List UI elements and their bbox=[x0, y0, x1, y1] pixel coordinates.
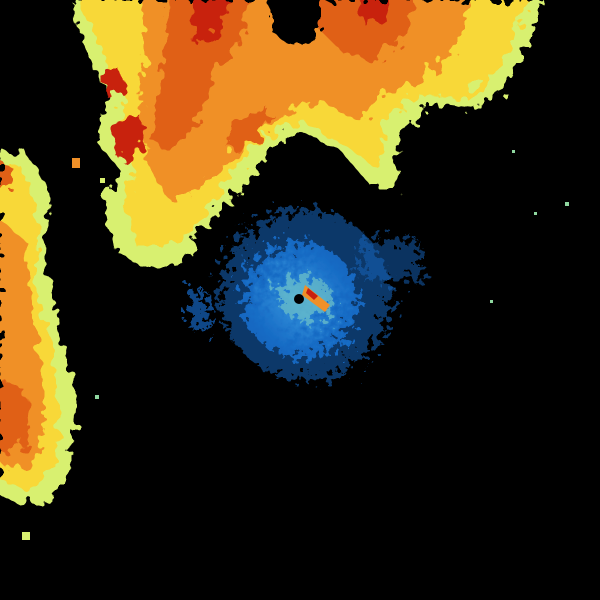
storm-band-north-red bbox=[100, 0, 390, 160]
scattered-echoes bbox=[22, 150, 569, 540]
radar-site-marker bbox=[294, 294, 304, 304]
storm-band-north-dark-orange bbox=[150, 0, 420, 150]
storm-band-north bbox=[70, 0, 545, 270]
clear-air-echo-inner bbox=[277, 276, 333, 320]
storm-band-west bbox=[0, 150, 75, 505]
clear-gap bbox=[270, 0, 320, 45]
storm-band-west-dark-orange bbox=[0, 160, 30, 455]
ground-clutter bbox=[302, 285, 330, 312]
clear-air-echo bbox=[190, 210, 420, 380]
